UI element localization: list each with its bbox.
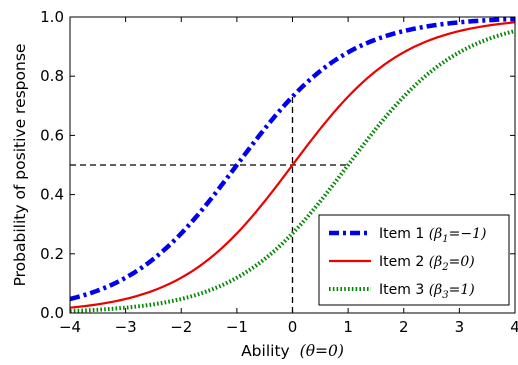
y-tick-label: 0.6 — [40, 126, 64, 144]
reference-lines — [70, 96, 349, 313]
legend-item-beta: (β — [429, 282, 443, 298]
x-tick-label: −1 — [226, 318, 248, 336]
y-tick-label: 0.2 — [40, 245, 64, 263]
legend-label-item-1: Item 1 (β1=−1) — [379, 226, 486, 245]
x-tick-label: 2 — [399, 318, 409, 336]
x-axis-label: Ability (θ=0) — [241, 342, 344, 360]
y-tick-label: 0.0 — [40, 304, 64, 322]
legend: Item 1 (β1=−1)Item 2 (β2=0)Item 3 (β3=1) — [318, 214, 510, 306]
x-tick-label: 0 — [288, 318, 298, 336]
x-tick-label: −2 — [170, 318, 192, 336]
x-axis-label-math: (θ=0) — [300, 342, 344, 360]
y-tick-label: 1.0 — [40, 8, 64, 26]
legend-item-subscript: 2 — [441, 262, 448, 273]
legend-label-item-3: Item 3 (β3=1) — [379, 282, 475, 301]
legend-item-subscript: 1 — [442, 234, 448, 245]
legend-item-beta: (β — [429, 254, 443, 270]
x-tick-label: 4 — [510, 318, 518, 336]
x-axis-label-text: Ability — [241, 342, 290, 360]
legend-item-name: Item 1 — [379, 226, 429, 242]
legend-item-beta-value: =1) — [449, 282, 475, 298]
legend-item-beta-value: =0) — [449, 254, 475, 270]
legend-item-name: Item 3 — [379, 282, 429, 298]
tick-labels: −4 −3 −2 −1 0 1 2 3 4 0.0 0.2 0.4 0.6 0.8 1.0 — [40, 8, 518, 336]
curves — [70, 17, 515, 313]
x-tick-label: 3 — [455, 318, 465, 336]
series-line-item-3 — [70, 29, 515, 313]
legend-item-subscript: 3 — [442, 290, 448, 301]
legend-item-name: Item 2 — [379, 254, 429, 270]
y-tick-label: 0.4 — [40, 186, 64, 204]
x-tick-label: −3 — [115, 318, 137, 336]
legend-label-item-2: Item 2 (β2=0) — [379, 254, 475, 273]
y-axis-label: Probability of positive response — [11, 44, 29, 287]
x-tick-label: 1 — [343, 318, 353, 336]
legend-item-beta: (β — [429, 226, 443, 242]
series-line-item-1 — [70, 17, 515, 302]
series-line-item-2 — [70, 21, 515, 309]
y-tick-label: 0.8 — [40, 67, 64, 85]
x-tick-label: −4 — [59, 318, 81, 336]
ticks — [69, 16, 516, 314]
legend-item-beta-value: =−1) — [449, 226, 487, 242]
